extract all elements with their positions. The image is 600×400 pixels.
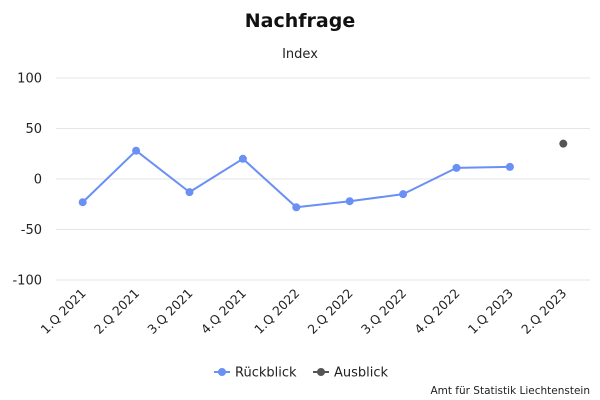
data-point[interactable] [78, 198, 87, 207]
x-tick-label: 1.Q 2021 [38, 286, 89, 337]
series-layer [78, 139, 568, 212]
data-point[interactable] [345, 197, 354, 206]
series-1 [559, 139, 568, 148]
x-tick-label: 4.Q 2022 [411, 286, 462, 337]
x-tick-label: 2.Q 2023 [518, 286, 569, 337]
y-tick-label: -50 [21, 223, 42, 238]
legend-label: Rückblick [235, 366, 297, 381]
x-tick-label: 1.Q 2022 [251, 286, 302, 337]
data-point[interactable] [292, 203, 301, 212]
data-point[interactable] [505, 162, 514, 171]
data-point[interactable] [399, 190, 408, 199]
x-tick-label: 1.Q 2023 [465, 286, 516, 337]
data-point[interactable] [452, 163, 461, 172]
x-tick-label: 2.Q 2021 [91, 286, 142, 337]
data-point[interactable] [185, 188, 194, 197]
grid [56, 77, 590, 281]
credit: Amt für Statistik Liechtenstein [430, 385, 590, 397]
data-point[interactable] [132, 146, 141, 155]
series-0 [78, 146, 514, 212]
legend-item[interactable]: Ausblick [313, 366, 389, 381]
legend-symbol-marker [218, 368, 226, 376]
legend: Rückblick Ausblick [214, 366, 389, 381]
data-point[interactable] [559, 139, 568, 148]
legend-label: Ausblick [334, 366, 389, 381]
x-tick-label: 3.Q 2022 [358, 286, 409, 337]
y-axis: 100 50 0 -50 -100 [12, 72, 42, 289]
chart-title: Nachfrage [245, 10, 355, 32]
y-tick-label: -100 [12, 274, 42, 289]
data-point[interactable] [238, 154, 247, 163]
legend-item[interactable]: Rückblick [214, 366, 297, 381]
y-tick-label: 0 [34, 173, 42, 188]
chart-subtitle: Index [282, 47, 318, 62]
y-tick-label: 100 [17, 72, 42, 87]
legend-symbol-marker [317, 368, 325, 376]
x-tick-label: 2.Q 2022 [305, 286, 356, 337]
x-tick-label: 4.Q 2021 [198, 286, 249, 337]
y-tick-label: 50 [25, 122, 42, 137]
x-tick-label: 3.Q 2021 [144, 286, 195, 337]
x-axis: 1.Q 2021 2.Q 2021 3.Q 2021 4.Q 2021 1.Q 2022… [38, 286, 570, 337]
